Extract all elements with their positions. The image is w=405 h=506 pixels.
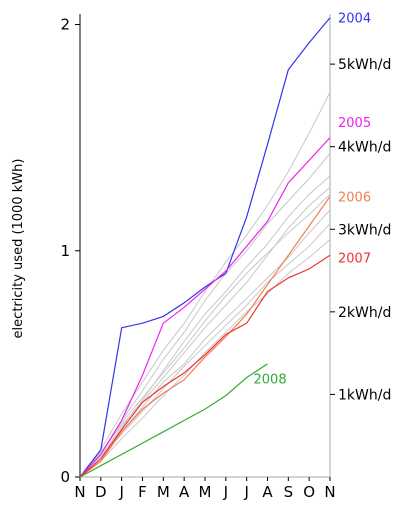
other-year-line: [79, 223, 331, 478]
x-tick-label: M: [199, 483, 212, 501]
series-line-2007: [79, 254, 331, 478]
series-labels: 2004 2005 2006 2007 2008: [254, 12, 372, 388]
x-tick-label: J: [118, 483, 123, 501]
x-tick-label: J: [223, 483, 228, 501]
series-line-2004: [79, 17, 331, 478]
rate-tick-label: 4kWh/d: [338, 140, 391, 156]
other-year-line: [79, 239, 331, 478]
rate-ticks: 1kWh/d 2kWh/d 3kWh/d 4kWh/d 5kWh/d: [330, 57, 391, 403]
x-tick-label: D: [95, 483, 107, 501]
axes: [79, 14, 331, 478]
series-label-2006: 2006: [338, 190, 371, 205]
y-tick-label: 1: [60, 242, 70, 260]
x-tick-label: N: [324, 483, 335, 501]
other-year-line: [79, 187, 331, 478]
x-tick-label: M: [157, 483, 170, 501]
y-tick-label: 2: [60, 16, 70, 34]
x-tick-label: F: [138, 483, 147, 501]
other-year-line: [79, 92, 331, 478]
x-tick-label: A: [262, 483, 273, 501]
x-tick-label: S: [284, 483, 294, 501]
x-tick-label: A: [179, 483, 190, 501]
series-label-2005: 2005: [338, 116, 371, 131]
y-axis-title: electricity used (1000 kWh): [11, 159, 26, 339]
rate-tick-label: 5kWh/d: [338, 57, 391, 73]
other-years-lines: [79, 92, 331, 478]
other-year-line: [79, 175, 331, 478]
rate-tick-label: 2kWh/d: [338, 305, 391, 321]
x-tick-label: J: [243, 483, 248, 501]
rate-tick-label: 3kWh/d: [338, 222, 391, 238]
y-ticks: 0 1 2: [60, 16, 80, 486]
x-tick-label: O: [303, 483, 315, 501]
labelled-years-lines: [79, 17, 331, 478]
series-line-2008: [79, 363, 268, 478]
series-label-2007: 2007: [338, 252, 371, 267]
series-line-2005: [79, 137, 331, 478]
series-label-2008: 2008: [254, 373, 287, 388]
rate-tick-label: 1kWh/d: [338, 387, 391, 403]
series-label-2004: 2004: [338, 12, 371, 27]
series-line-2006: [79, 196, 331, 478]
x-tick-label: N: [74, 483, 85, 501]
other-year-line: [79, 193, 331, 478]
y-tick-label: 0: [60, 468, 70, 486]
